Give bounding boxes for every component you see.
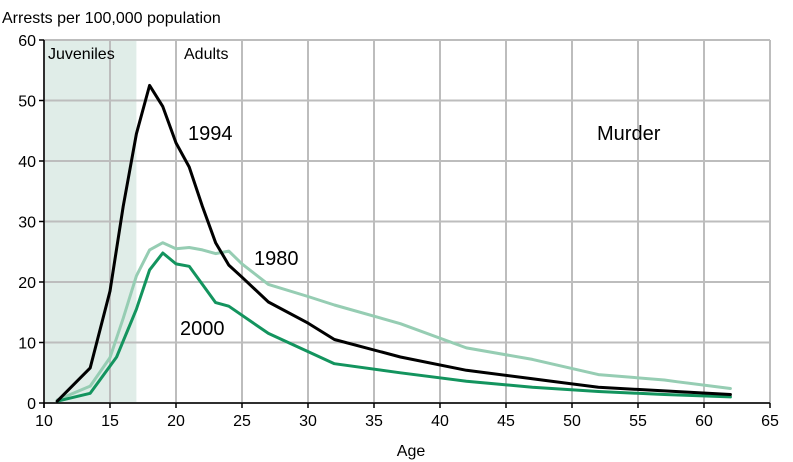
adults-label: Adults <box>184 46 228 63</box>
x-tick-label: 10 <box>35 413 53 430</box>
x-tick-label: 25 <box>233 413 251 430</box>
juveniles-label: Juveniles <box>48 46 115 63</box>
x-tick-label: 55 <box>629 413 647 430</box>
y-tick-label: 0 <box>27 396 36 413</box>
y-tick-label: 10 <box>18 336 36 353</box>
y-tick-labels: 0 10 20 30 40 50 60 <box>18 33 44 413</box>
y-tick-label: 20 <box>18 275 36 292</box>
series-line-2000 <box>55 251 732 403</box>
series-lines <box>55 83 732 403</box>
x-tick-label: 35 <box>365 413 383 430</box>
x-tick-label: 40 <box>431 413 449 430</box>
x-tick-labels: 10 15 20 25 30 35 40 45 50 55 60 65 <box>35 403 779 430</box>
chart-annotation-murder: Murder <box>597 123 661 145</box>
series-label-1980: 1980 <box>254 248 299 270</box>
y-tick-label: 60 <box>18 33 36 50</box>
series-line-1980 <box>55 241 732 402</box>
y-axis-label: Arrests per 100,000 population <box>2 10 221 27</box>
x-tick-label: 45 <box>497 413 515 430</box>
series-line-1994 <box>55 83 732 403</box>
y-tick-label: 40 <box>18 154 36 171</box>
grid <box>43 39 771 408</box>
x-tick-label: 50 <box>563 413 581 430</box>
x-tick-label: 20 <box>167 413 185 430</box>
y-tick-label: 50 <box>18 94 36 111</box>
x-tick-label: 15 <box>101 413 119 430</box>
series-label-1994: 1994 <box>188 123 233 145</box>
x-tick-label: 30 <box>299 413 317 430</box>
x-tick-label: 60 <box>695 413 713 430</box>
x-tick-label: 65 <box>761 413 779 430</box>
series-label-2000: 2000 <box>180 318 225 340</box>
x-axis-label: Age <box>397 443 426 460</box>
y-tick-label: 30 <box>18 215 36 232</box>
